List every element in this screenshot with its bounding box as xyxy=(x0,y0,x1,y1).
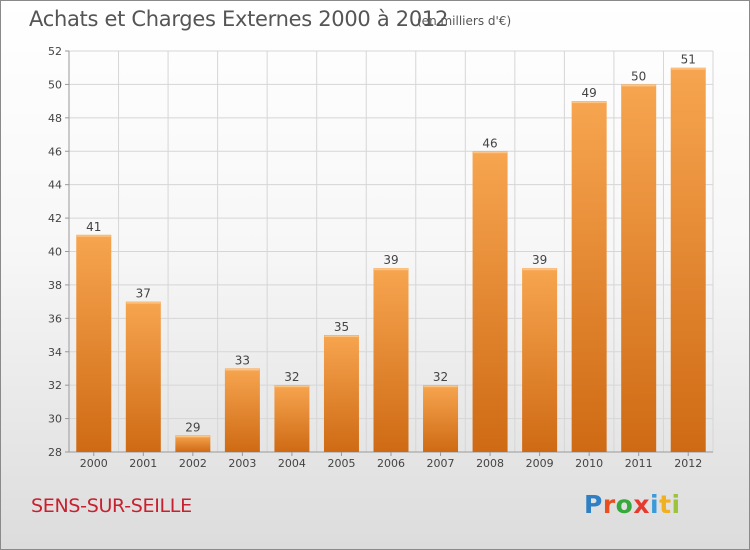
bar-highlight xyxy=(374,268,408,271)
bar-highlight xyxy=(175,435,210,438)
bar-value-label: 37 xyxy=(136,287,151,301)
commune-name: SENS-SUR-SEILLE xyxy=(31,495,192,517)
bar-highlight xyxy=(621,84,656,87)
bar xyxy=(423,385,459,452)
bar-value-label: 32 xyxy=(433,370,448,384)
y-tick-label: 44 xyxy=(48,179,62,192)
bar xyxy=(175,435,211,452)
bar xyxy=(323,335,359,452)
logo-letter: P xyxy=(584,490,603,519)
bar-value-label: 39 xyxy=(532,253,547,267)
y-tick-label: 48 xyxy=(48,112,62,125)
bar-highlight xyxy=(473,151,508,154)
y-tick-label: 28 xyxy=(48,446,62,459)
y-tick-label: 52 xyxy=(48,45,62,58)
bar-value-label: 50 xyxy=(631,69,646,83)
x-tick-label: 2008 xyxy=(476,457,504,470)
y-tick-label: 42 xyxy=(48,212,62,225)
bar xyxy=(224,368,260,452)
bar-highlight xyxy=(522,268,557,271)
logo-letter: x xyxy=(633,490,650,519)
x-tick-label: 2001 xyxy=(129,457,157,470)
x-tick-label: 2006 xyxy=(377,457,405,470)
y-tick-label: 50 xyxy=(48,78,62,91)
bar xyxy=(571,101,607,452)
y-tick-label: 36 xyxy=(48,312,62,325)
logo-letter: t xyxy=(659,490,672,519)
bar-highlight xyxy=(572,101,607,104)
logo-letter: o xyxy=(615,490,634,519)
x-tick-label: 2005 xyxy=(327,457,355,470)
x-tick-label: 2003 xyxy=(228,457,256,470)
x-tick-label: 2010 xyxy=(575,457,603,470)
labels: 28 30 32 34 36 38 40 42 44 46 48 50 52 41 2000 37 2001 29… xyxy=(48,45,702,470)
logo-letter: i xyxy=(671,490,681,519)
y-tick-label: 32 xyxy=(48,379,62,392)
bar xyxy=(76,234,112,452)
bar-value-label: 51 xyxy=(681,53,696,67)
chart-subtitle: (en milliers d'€) xyxy=(417,14,512,28)
chart-title: Achats et Charges Externes 2000 à 2012 xyxy=(29,7,449,31)
bar-highlight xyxy=(76,235,111,237)
x-tick-label: 2012 xyxy=(674,457,702,470)
y-tick-label: 34 xyxy=(48,346,62,359)
bar-value-label: 29 xyxy=(185,420,200,434)
bars xyxy=(76,67,706,453)
bar-value-label: 41 xyxy=(86,220,101,234)
bar-highlight xyxy=(671,68,706,70)
bar-highlight xyxy=(274,385,309,388)
bar xyxy=(522,268,558,452)
logo-letter: r xyxy=(602,490,616,519)
bar xyxy=(670,67,706,452)
bar-highlight xyxy=(423,385,458,388)
bar-value-label: 33 xyxy=(235,353,250,367)
bar xyxy=(373,268,409,452)
bar xyxy=(274,385,310,452)
proxiti-logo: Proxiti xyxy=(584,490,681,519)
y-tick-label: 40 xyxy=(48,246,62,259)
bar xyxy=(472,151,508,452)
y-tick-label: 38 xyxy=(48,279,62,292)
bar-value-label: 49 xyxy=(582,86,597,100)
bar-value-label: 35 xyxy=(334,320,349,334)
bar xyxy=(621,84,657,453)
bar xyxy=(125,301,161,452)
bar-highlight xyxy=(225,368,260,371)
logo-letter: i xyxy=(650,490,660,519)
bar-value-label: 39 xyxy=(383,253,398,267)
x-tick-label: 2004 xyxy=(278,457,306,470)
x-tick-label: 2009 xyxy=(526,457,554,470)
bar-highlight xyxy=(126,302,161,304)
bar-value-label: 32 xyxy=(284,370,299,384)
bar-value-label: 46 xyxy=(482,136,497,150)
x-tick-label: 2007 xyxy=(427,457,455,470)
y-tick-label: 30 xyxy=(48,413,62,426)
x-tick-label: 2011 xyxy=(625,457,653,470)
x-tick-label: 2002 xyxy=(179,457,207,470)
bar-highlight xyxy=(324,335,359,338)
y-tick-label: 46 xyxy=(48,145,62,158)
x-tick-label: 2000 xyxy=(80,457,108,470)
